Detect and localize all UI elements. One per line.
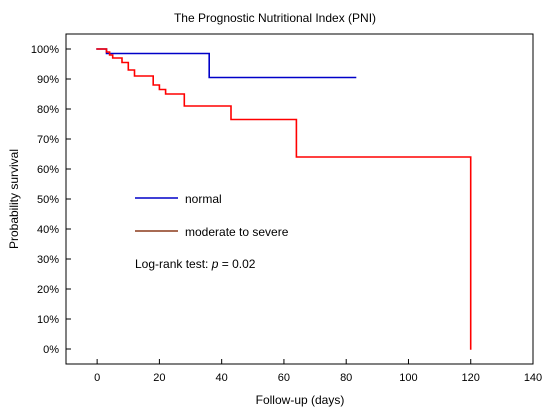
x-tick-label: 60 [278, 372, 290, 384]
x-tick-label: 40 [216, 372, 228, 384]
series-layer [96, 48, 472, 350]
x-tick-label: 120 [462, 372, 480, 384]
y-axis: 0% 10% 20% 30% 40% 50% 60% 70% 80% 90% 100% [31, 44, 71, 356]
chart-title: The Prognostic Nutritional Index (PNI) [174, 11, 376, 25]
y-tick-label: 80% [37, 104, 59, 116]
y-tick-label: 20% [37, 284, 59, 296]
y-tick-label: 0% [43, 344, 59, 356]
legend-label-normal: normal [185, 192, 222, 206]
x-tick-label: 140 [524, 372, 542, 384]
x-tick-label: 100 [399, 372, 417, 384]
plot-area-frame [65, 33, 534, 365]
y-tick-label: 30% [37, 254, 59, 266]
annotation-stat: p [211, 257, 219, 271]
x-axis-title: Follow-up (days) [256, 393, 345, 407]
annotation-prefix: Log-rank test: [135, 257, 212, 271]
y-tick-label: 90% [37, 74, 59, 86]
y-axis-title: Probability survival [7, 149, 21, 249]
y-tick-label: 100% [31, 44, 59, 56]
y-tick-label: 50% [37, 194, 59, 206]
y-tick-label: 60% [37, 164, 59, 176]
x-tick-label: 20 [153, 372, 165, 384]
annotation-suffix: = 0.02 [218, 257, 255, 271]
y-tick-label: 40% [37, 224, 59, 236]
legend-label-moderate-to-severe: moderate to severe [185, 225, 289, 239]
legend: normal moderate to severe [135, 192, 289, 239]
x-axis: 0 20 40 60 80 100 120 140 [94, 359, 542, 384]
x-tick-label: 80 [340, 372, 352, 384]
series-line-moderate-to-severe [96, 48, 472, 350]
y-tick-label: 10% [37, 314, 59, 326]
y-tick-label: 70% [37, 134, 59, 146]
log-rank-annotation: Log-rank test: p = 0.02 [135, 257, 256, 271]
series-line-normal [96, 48, 357, 79]
x-tick-label: 0 [94, 372, 100, 384]
